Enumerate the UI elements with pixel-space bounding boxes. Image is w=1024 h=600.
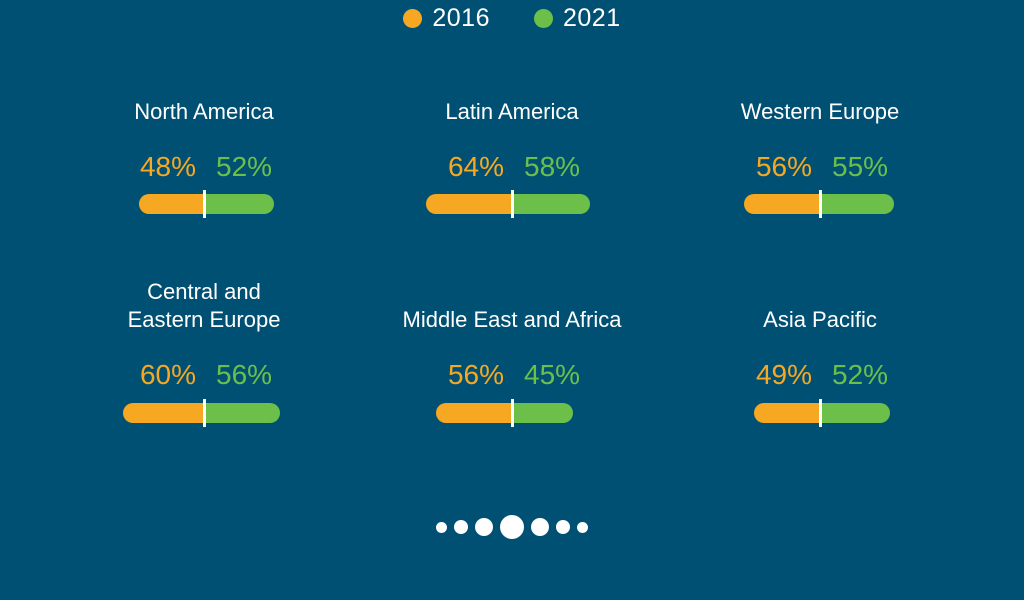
comparison-bar xyxy=(425,194,591,214)
page-dot[interactable] xyxy=(531,518,549,536)
bar-divider xyxy=(511,399,514,427)
comparison-bar xyxy=(123,403,280,423)
value-label-2021: 52% xyxy=(832,359,889,390)
legend-label-2016: 2016 xyxy=(432,4,490,32)
bar-2021 xyxy=(204,403,280,423)
legend-item-2021: 2021 xyxy=(534,4,621,33)
value-label-2021: 45% xyxy=(524,359,581,390)
value-label-2021: 58% xyxy=(524,151,581,182)
bar-divider xyxy=(511,190,514,218)
value-label-2016: 60% xyxy=(139,359,196,390)
page-dot[interactable] xyxy=(577,521,588,533)
legend-label-2021: 2021 xyxy=(563,4,621,32)
page-dot[interactable] xyxy=(454,520,468,534)
value-label-2016: 56% xyxy=(755,151,812,182)
page-dot-active[interactable] xyxy=(500,515,524,539)
legend: 2016 2021 xyxy=(0,4,1024,33)
page-dot[interactable] xyxy=(436,521,447,533)
value-label-2021: 52% xyxy=(216,151,273,182)
bar-2016 xyxy=(744,194,820,214)
bar-divider xyxy=(203,399,206,427)
bar-2021 xyxy=(511,403,573,423)
value-label-2016: 56% xyxy=(447,359,504,390)
comparison-bar xyxy=(753,403,891,423)
comparison-bar xyxy=(436,403,573,423)
page-dot[interactable] xyxy=(475,518,493,536)
comparison-bar xyxy=(744,194,895,214)
legend-dot-icon xyxy=(403,9,423,28)
bar-2021 xyxy=(819,194,895,214)
bar-divider xyxy=(819,399,822,427)
value-label-2021: 56% xyxy=(216,359,273,390)
bar-2016 xyxy=(425,194,512,214)
region-name: Central and Eastern Europe xyxy=(127,279,281,332)
value-label-2016: 64% xyxy=(447,151,504,182)
bar-divider xyxy=(203,190,206,218)
value-label-2016: 49% xyxy=(755,359,812,390)
legend-item-2016: 2016 xyxy=(403,4,490,33)
legend-dot-icon xyxy=(534,9,553,28)
value-label-2021: 55% xyxy=(832,151,889,182)
page-dot[interactable] xyxy=(556,520,570,534)
pagination-dots xyxy=(0,514,1024,540)
bar-2016 xyxy=(139,194,204,214)
region-name: Latin America xyxy=(445,99,579,124)
bar-divider xyxy=(819,190,822,218)
comparison-bar xyxy=(139,194,275,214)
bar-2021 xyxy=(511,194,591,214)
region-name: North America xyxy=(134,99,274,124)
bar-2016 xyxy=(436,403,512,423)
bar-2021 xyxy=(819,403,891,423)
value-label-2016: 48% xyxy=(139,151,196,182)
region-name: Middle East and Africa xyxy=(402,307,622,332)
bar-2016 xyxy=(123,403,204,423)
region-name: Western Europe xyxy=(740,99,900,124)
bar-2016 xyxy=(753,403,820,423)
bar-2021 xyxy=(203,194,275,214)
region-name: Asia Pacific xyxy=(763,307,877,332)
